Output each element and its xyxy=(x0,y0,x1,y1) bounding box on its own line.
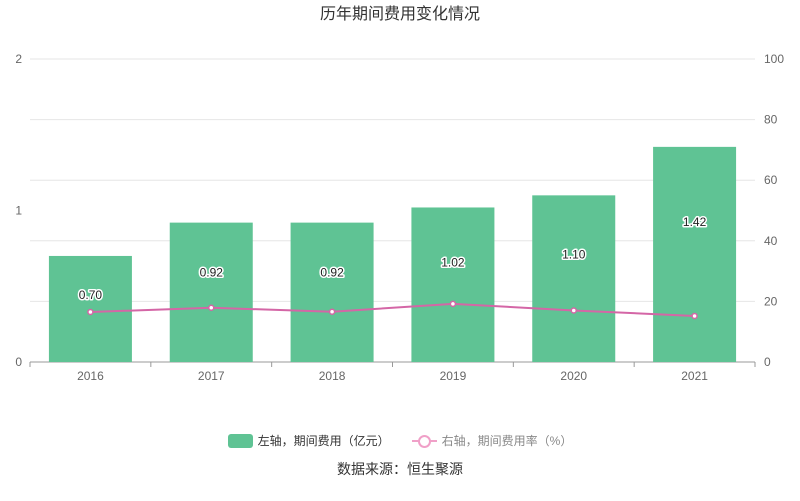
y-right-tick-label: 60 xyxy=(764,173,778,187)
bar[interactable] xyxy=(411,207,495,362)
bar-data-label: 1.42 xyxy=(683,215,707,229)
y-right-tick-label: 100 xyxy=(764,52,784,66)
y-axis-left: 0 1 2 xyxy=(15,52,22,369)
x-tick-label: 2021 xyxy=(681,369,708,383)
x-tick-label: 2016 xyxy=(77,369,104,383)
bars xyxy=(48,146,737,362)
x-tick-label: 2017 xyxy=(198,369,225,383)
line-point[interactable] xyxy=(328,308,336,315)
bar[interactable] xyxy=(653,146,737,362)
bar[interactable] xyxy=(169,222,253,362)
bar-data-label: 1.10 xyxy=(562,247,586,261)
legend-item-bar[interactable]: 左轴，期间费用（亿元） xyxy=(227,432,390,449)
y-right-tick-label: 0 xyxy=(764,355,771,369)
legend: 左轴，期间费用（亿元） 右轴，期间费用率（%） xyxy=(0,432,800,449)
chart-title: 历年期间费用变化情况 xyxy=(320,5,480,23)
legend-item-line[interactable]: 右轴，期间费用率（%） xyxy=(411,432,573,449)
y-right-tick-label: 20 xyxy=(764,294,778,308)
line-series xyxy=(87,300,698,320)
y-right-tick-label: 40 xyxy=(764,234,778,248)
bar-data-label: 0.92 xyxy=(320,266,344,280)
bar[interactable] xyxy=(290,222,374,362)
bar-data-label: 1.02 xyxy=(441,255,465,269)
y-left-tick-label: 2 xyxy=(15,52,22,66)
line-point[interactable] xyxy=(449,300,457,308)
x-axis: 2016 2017 2018 2019 2020 2021 xyxy=(29,362,756,383)
legend-bar-swatch xyxy=(227,433,253,448)
bar[interactable] xyxy=(532,195,616,362)
line-point[interactable] xyxy=(87,308,94,316)
y-left-tick-label: 1 xyxy=(15,204,22,218)
y-left-tick-label: 0 xyxy=(15,355,22,369)
bar-data-label: 0.70 xyxy=(79,288,103,302)
data-labels: 0.70 0.92 0.92 1.02 1.10 1.42 xyxy=(77,213,708,303)
bar-data-label: 0.92 xyxy=(200,266,224,280)
grid xyxy=(30,58,755,363)
data-source: 数据来源：恒生聚源 xyxy=(337,461,463,477)
x-tick-label: 2020 xyxy=(560,369,587,383)
legend-line-swatch xyxy=(411,434,437,448)
x-tick-label: 2019 xyxy=(440,369,467,383)
line-path xyxy=(90,302,695,317)
y-right-tick-label: 80 xyxy=(764,113,778,127)
y-axis-right: 0 20 40 60 80 100 xyxy=(764,52,784,369)
x-tick-label: 2018 xyxy=(319,369,346,383)
line-point[interactable] xyxy=(208,304,215,312)
legend-bar-label: 左轴，期间费用（亿元） xyxy=(257,434,390,448)
line-point[interactable] xyxy=(691,312,698,320)
legend-line-label: 右轴，期间费用率（%） xyxy=(441,434,573,448)
line-point[interactable] xyxy=(570,307,577,314)
